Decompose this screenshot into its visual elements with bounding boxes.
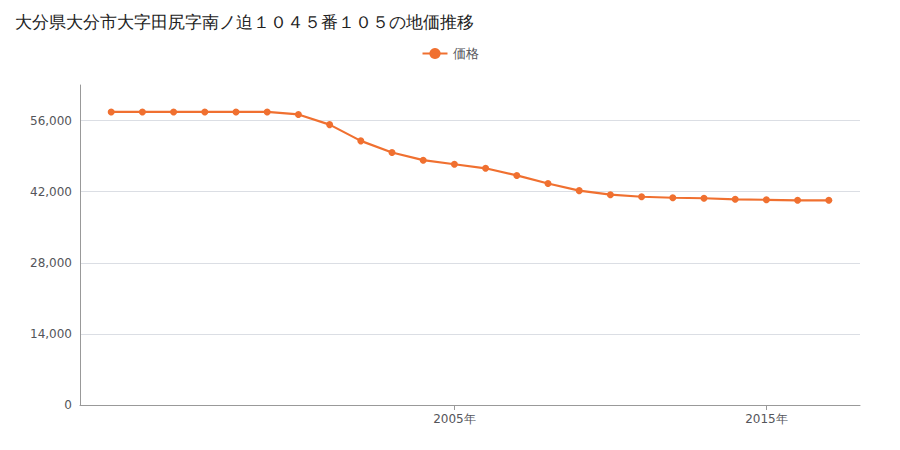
svg-text:42,000: 42,000 [30,185,72,199]
svg-text:2015年: 2015年 [745,412,788,426]
svg-text:28,000: 28,000 [30,256,72,270]
svg-text:価格: 価格 [453,46,479,61]
svg-text:2005年: 2005年 [433,412,476,426]
svg-text:14,000: 14,000 [30,327,72,341]
svg-text:56,000: 56,000 [30,114,72,128]
svg-text:0: 0 [64,398,72,412]
svg-text:大分県大分市大字田尻字南ノ迫１０４５番１０５の地価推移: 大分県大分市大字田尻字南ノ迫１０４５番１０５の地価推移 [15,12,474,32]
